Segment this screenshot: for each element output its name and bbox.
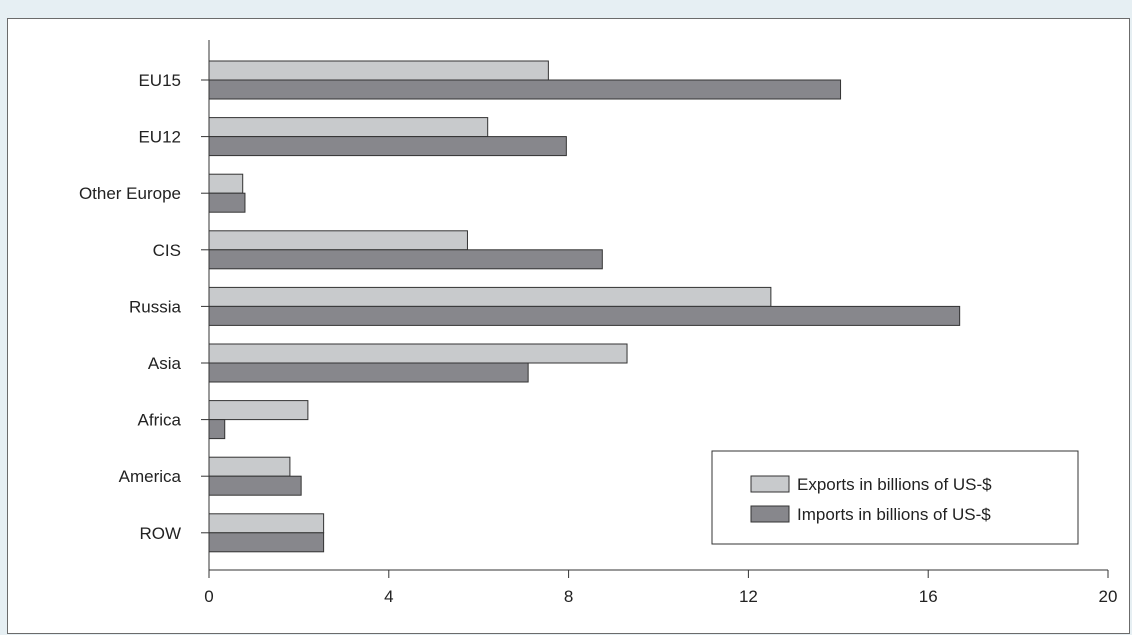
legend-label-imports: Imports in billions of US-$: [797, 505, 991, 524]
bar-exports-eu15: [208, 60, 549, 81]
category-label: Asia: [148, 354, 182, 373]
x-tick-labels: 0 4 8 12 16 20: [204, 587, 1117, 606]
axes-group: [201, 40, 1109, 578]
category-label: EU12: [138, 128, 181, 147]
x-tick-label: 0: [204, 587, 213, 606]
category-label: Africa: [138, 411, 182, 430]
x-tick-label: 12: [739, 587, 758, 606]
legend: Exports in billions of US-$ Imports in b…: [711, 450, 1079, 545]
bar-imports-cis: [208, 249, 603, 270]
category-label: CIS: [153, 241, 181, 260]
category-labels: EU15 EU12 Other Europe CIS Russia Asia Africa A…: [79, 71, 182, 543]
x-tick-label: 16: [919, 587, 938, 606]
bar-exports-africa: [208, 400, 309, 421]
category-label: Russia: [129, 297, 182, 316]
bar-exports-cis: [208, 230, 468, 251]
bar-imports-africa: [208, 419, 226, 440]
bar-exports-other-europe: [208, 173, 244, 194]
bar-imports-russia: [208, 305, 961, 326]
category-label: ROW: [139, 524, 181, 543]
bars-group: [208, 60, 961, 553]
bar-exports-row: [208, 513, 325, 534]
chart-title-strip: [0, 0, 1132, 18]
bar-imports-america: [208, 475, 302, 496]
bar-exports-america: [208, 456, 291, 477]
x-tick-label: 20: [1099, 587, 1118, 606]
bar-imports-asia: [208, 362, 529, 383]
bar-imports-eu15: [208, 79, 842, 100]
bar-imports-other-europe: [208, 192, 246, 213]
bar-imports-row: [208, 532, 325, 553]
bar-exports-eu12: [208, 117, 489, 138]
legend-swatch-imports: [750, 505, 790, 523]
bar-exports-asia: [208, 343, 628, 364]
bar-imports-eu12: [208, 136, 567, 157]
category-label: America: [119, 467, 182, 486]
legend-swatch-exports: [750, 475, 790, 493]
bar-exports-russia: [208, 286, 772, 307]
x-tick-label: 8: [564, 587, 573, 606]
category-label: Other Europe: [79, 184, 181, 203]
legend-box: [711, 450, 1079, 545]
category-label: EU15: [138, 71, 181, 90]
x-tick-label: 4: [384, 587, 393, 606]
legend-label-exports: Exports in billions of US-$: [797, 475, 992, 494]
